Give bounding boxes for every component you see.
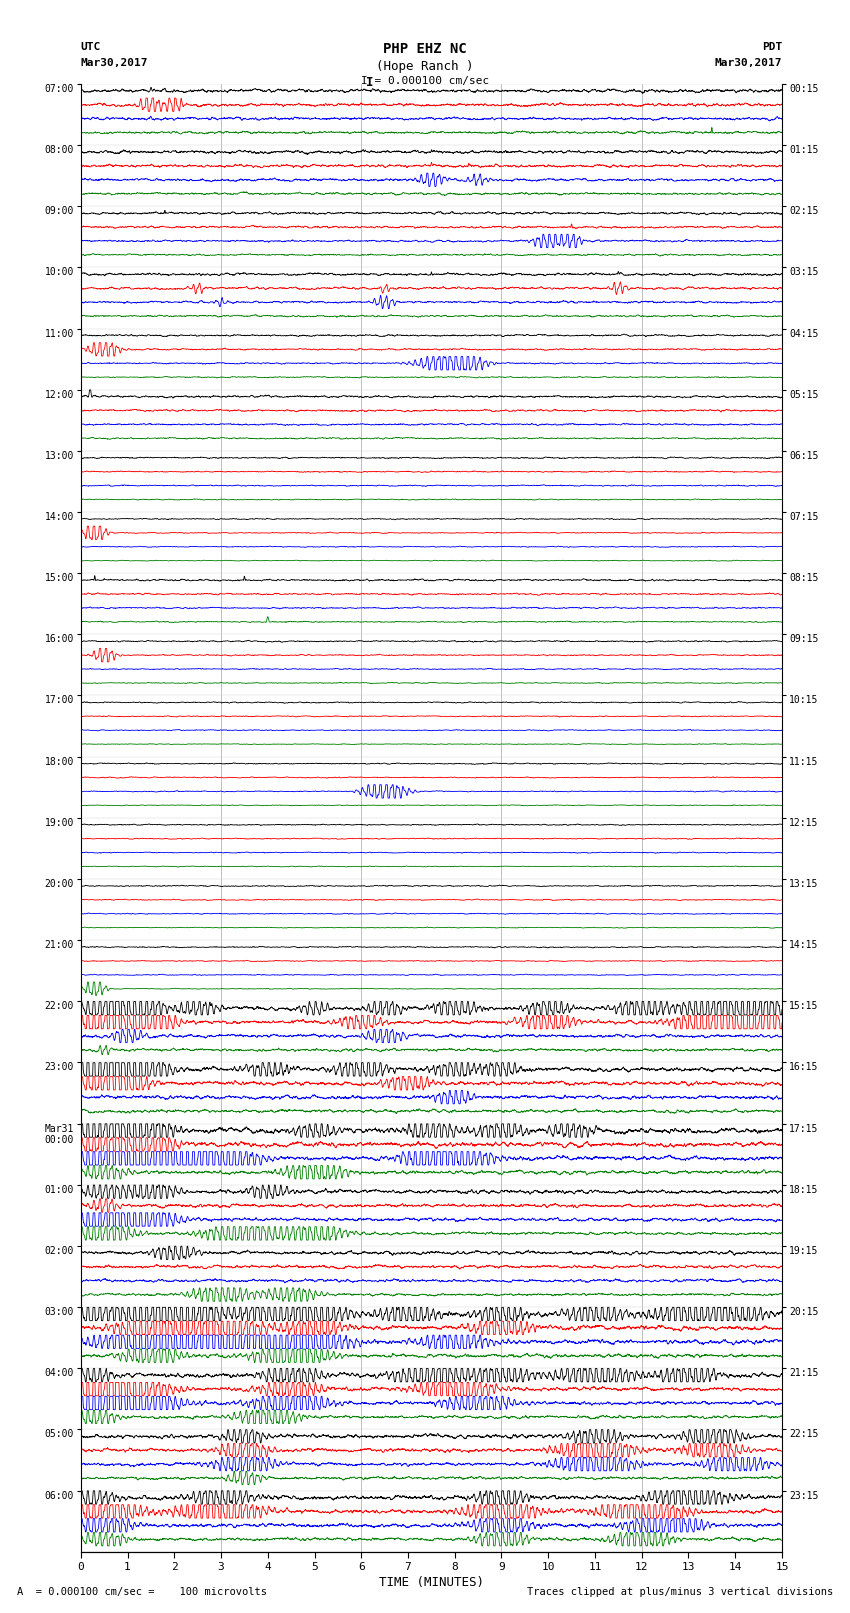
Text: PDT: PDT — [762, 42, 782, 52]
Text: UTC: UTC — [81, 42, 101, 52]
Text: Traces clipped at plus/minus 3 vertical divisions: Traces clipped at plus/minus 3 vertical … — [527, 1587, 833, 1597]
Text: I = 0.000100 cm/sec: I = 0.000100 cm/sec — [361, 76, 489, 85]
Text: (Hope Ranch ): (Hope Ranch ) — [377, 60, 473, 73]
Text: I: I — [366, 76, 373, 89]
Text: A  = 0.000100 cm/sec =    100 microvolts: A = 0.000100 cm/sec = 100 microvolts — [17, 1587, 267, 1597]
Text: Mar30,2017: Mar30,2017 — [715, 58, 782, 68]
Text: PHP EHZ NC: PHP EHZ NC — [383, 42, 467, 56]
Text: Mar30,2017: Mar30,2017 — [81, 58, 148, 68]
X-axis label: TIME (MINUTES): TIME (MINUTES) — [379, 1576, 484, 1589]
